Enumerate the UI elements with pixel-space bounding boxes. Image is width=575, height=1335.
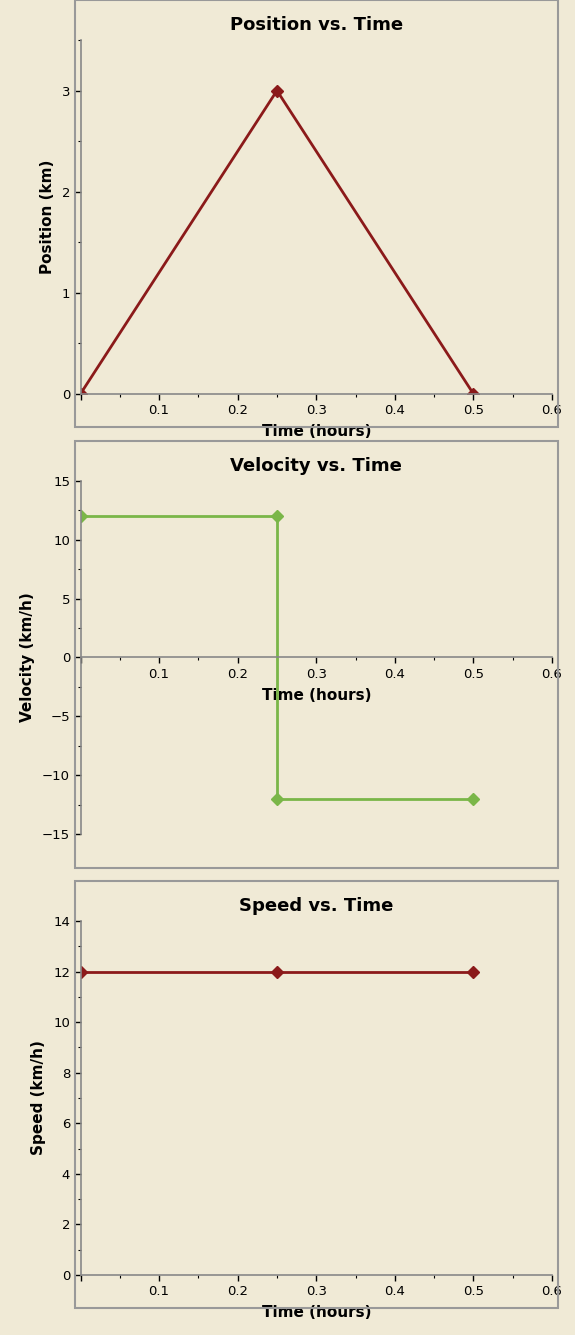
Y-axis label: Position (km): Position (km) [40,160,55,274]
Y-axis label: Velocity (km/h): Velocity (km/h) [20,593,35,722]
Title: Position vs. Time: Position vs. Time [229,16,403,35]
X-axis label: Time (hours): Time (hours) [262,425,371,439]
Title: Velocity vs. Time: Velocity vs. Time [231,457,402,475]
Y-axis label: Speed (km/h): Speed (km/h) [31,1040,46,1156]
X-axis label: Time (hours): Time (hours) [262,1306,371,1320]
Title: Speed vs. Time: Speed vs. Time [239,897,393,916]
X-axis label: Time (hours): Time (hours) [262,688,371,702]
